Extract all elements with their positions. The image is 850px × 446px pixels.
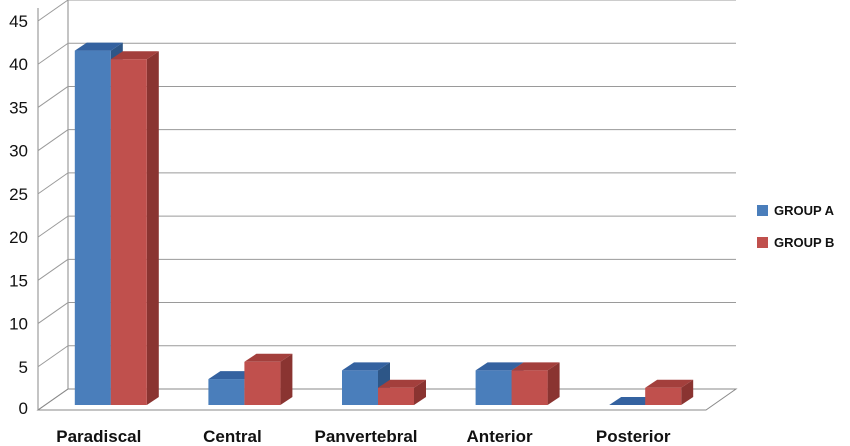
bar-panvertebral-group-b <box>378 379 426 405</box>
bar-top-face <box>475 362 524 371</box>
side-gridline <box>37 42 69 65</box>
side-gridline <box>37 129 69 152</box>
floor <box>36 388 738 411</box>
side-gridline <box>37 86 69 108</box>
bar-front-face <box>110 59 147 405</box>
side-gridline <box>37 0 69 22</box>
bar-posterior-group-b <box>645 379 694 405</box>
bar-side-face <box>414 379 426 405</box>
y-tick-label: 10 <box>9 315 28 334</box>
bar-side-face <box>547 362 560 405</box>
side-gridline <box>37 215 69 238</box>
y-axis: 0 5 10 15 20 25 30 35 40 45 <box>9 12 28 418</box>
bar-top-face <box>645 379 694 388</box>
x-tick-label: Anterior <box>467 427 534 446</box>
x-tick-label: Panvertebral <box>315 427 418 446</box>
gridlines <box>37 0 736 368</box>
bar-front-face <box>208 379 245 405</box>
bar-top-face <box>342 362 390 371</box>
legend-swatch-group-a <box>757 205 768 216</box>
side-gridline <box>37 258 69 281</box>
bar-top-face <box>511 362 560 371</box>
y-tick-label: 40 <box>9 55 28 74</box>
y-tick-label: 15 <box>9 271 28 290</box>
bar-side-face <box>146 51 159 405</box>
bar-front-face <box>244 361 281 405</box>
bars <box>74 42 694 405</box>
x-tick-label: Posterior <box>596 427 671 446</box>
legend-swatch-group-b <box>757 237 768 248</box>
y-tick-label: 20 <box>9 228 28 247</box>
side-gridline <box>37 345 69 368</box>
bar-central-group-b <box>244 353 293 405</box>
x-axis: Paradiscal Central Panvertebral Anterior Pos… <box>56 427 671 446</box>
chart-walls <box>36 0 738 411</box>
bar-top-face <box>378 379 426 388</box>
bar-anterior-group-b <box>511 362 560 405</box>
bar-front-face <box>74 50 111 405</box>
side-gridline <box>37 172 69 195</box>
bar-front-face <box>511 370 548 405</box>
bar-side-face <box>280 353 293 405</box>
x-tick-label: Central <box>203 427 262 446</box>
side-gridline <box>37 302 69 324</box>
bar-front-face <box>475 370 512 405</box>
bar-front-face <box>342 370 378 405</box>
y-tick-label: 35 <box>9 98 28 117</box>
y-tick-label: 0 <box>19 399 28 418</box>
bar-front-face <box>378 387 414 405</box>
legend-label-group-b: GROUP B <box>774 235 834 250</box>
x-tick-label: Paradiscal <box>56 427 141 446</box>
y-tick-label: 45 <box>9 12 28 31</box>
bar-front-face <box>645 387 682 405</box>
y-tick-label: 25 <box>9 185 28 204</box>
bar-top-face <box>110 51 159 60</box>
y-tick-label: 30 <box>9 142 28 161</box>
y-tick-label: 5 <box>19 358 28 377</box>
bar-top-face <box>244 353 293 362</box>
bar-paradiscal-group-b <box>110 51 159 405</box>
legend-label-group-a: GROUP A <box>774 203 835 218</box>
legend: GROUP A GROUP B <box>757 203 835 250</box>
bar-top-face <box>74 42 123 51</box>
bar-side-face <box>681 379 694 405</box>
